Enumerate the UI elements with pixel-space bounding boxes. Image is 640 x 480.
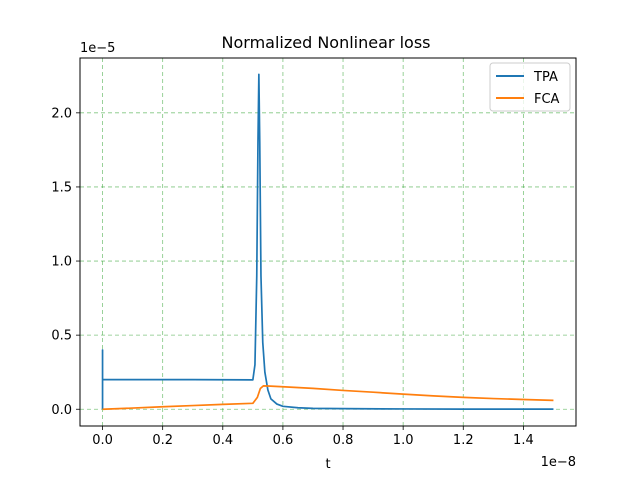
- chart-title: Normalized Nonlinear loss: [222, 33, 431, 52]
- legend-label-fca: FCA: [534, 92, 560, 107]
- legend: TPA FCA: [489, 62, 571, 112]
- x-axis-label: t: [325, 457, 330, 472]
- x-tick-label: 1.0: [393, 433, 414, 448]
- y-tick-label: 1.5: [51, 180, 72, 195]
- x-tick-label: 0.0: [92, 433, 113, 448]
- x-tick-label: 0.4: [212, 433, 233, 448]
- y-tick-label: 0.5: [51, 329, 72, 344]
- series-lines: [101, 73, 554, 411]
- y-tick-label: 0.0: [51, 403, 72, 418]
- series-line-tpa: [101, 73, 554, 410]
- legend-label-tpa: TPA: [533, 70, 558, 85]
- x-tick-label: 1.4: [513, 433, 534, 448]
- x-tick-label: 1.2: [453, 433, 474, 448]
- series-line-fca: [102, 384, 554, 411]
- y-tick-label: 2.0: [51, 106, 72, 121]
- y-axis-scale-label: 1e−5: [80, 41, 115, 56]
- x-axis: 0.0 0.2 0.4 0.6 0.8 1.0 1.2 1.4: [92, 426, 534, 448]
- y-tick-label: 1.0: [51, 255, 72, 270]
- y-axis: 0.0 0.5 1.0 1.5 2.0: [51, 106, 80, 418]
- x-tick-label: 0.6: [273, 433, 294, 448]
- x-tick-label: 0.2: [152, 433, 173, 448]
- plot-frame: [79, 57, 577, 427]
- x-tick-label: 0.8: [333, 433, 354, 448]
- x-axis-scale-label: 1e−8: [541, 455, 576, 470]
